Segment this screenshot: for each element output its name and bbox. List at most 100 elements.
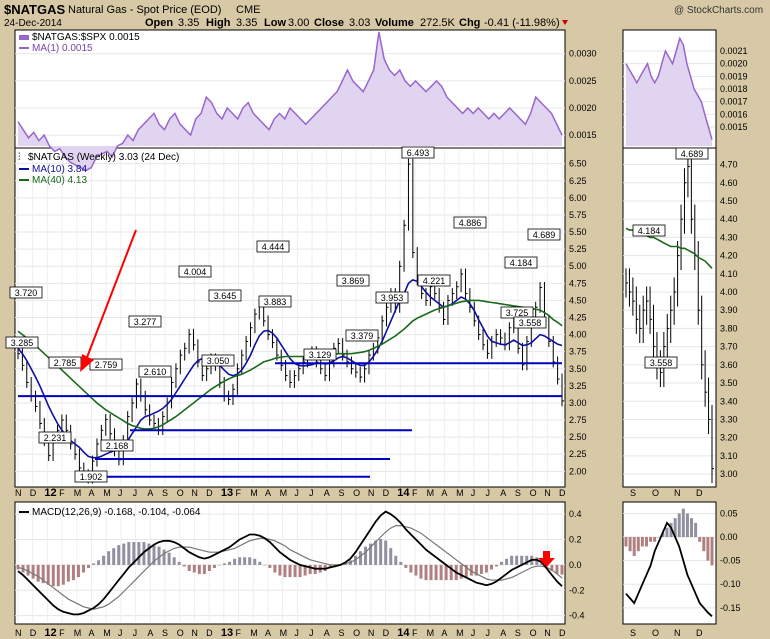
macd-histogram-bar bbox=[253, 558, 257, 565]
close-value: 3.03 bbox=[349, 17, 370, 29]
macd-histogram-bar bbox=[248, 557, 252, 565]
xtick-label-daily: O bbox=[652, 488, 659, 498]
xtick-label: M bbox=[74, 488, 82, 498]
price-daily-ytick-label: 4.30 bbox=[720, 232, 738, 242]
macd-histogram-bar bbox=[217, 564, 221, 566]
xtick-label: A bbox=[500, 628, 506, 638]
open-label: Open bbox=[145, 17, 173, 29]
xtick-label: A bbox=[441, 488, 447, 498]
xtick-label: J bbox=[471, 628, 476, 638]
macd-histogram-bar bbox=[429, 564, 433, 581]
xtick-label: A bbox=[147, 488, 153, 498]
price-annotation-label: 2.231 bbox=[44, 433, 67, 443]
macd-histogram-bar bbox=[187, 564, 191, 571]
ratio-daily-ytick-label: 0.0017 bbox=[720, 97, 748, 107]
macd-histogram-bar-daily bbox=[698, 537, 702, 542]
xtick-label: J bbox=[309, 628, 314, 638]
ratio-weekly-ytick-label: 0.0015 bbox=[569, 130, 597, 140]
xtick-label: S bbox=[515, 628, 521, 638]
price-weekly-ytick-label: 6.50 bbox=[569, 159, 587, 169]
macd-histogram-bar-daily bbox=[649, 537, 653, 542]
xtick-label: N bbox=[15, 628, 22, 638]
macd-histogram-bar bbox=[112, 548, 116, 565]
price-annotation-label: 1.902 bbox=[80, 472, 103, 482]
xtick-label: O bbox=[177, 488, 184, 498]
macd-histogram-bar bbox=[399, 561, 403, 565]
macd-histogram-bar bbox=[273, 564, 277, 573]
chart-name: Natural Gas - Spot Price (EOD) bbox=[68, 4, 221, 16]
xtick-label: F bbox=[59, 628, 65, 638]
macd-histogram-bar-daily bbox=[628, 537, 632, 552]
xtick-label: D bbox=[30, 488, 37, 498]
chg-value: -0.41 (-11.98%) bbox=[484, 17, 560, 29]
price-annotation-label: 3.558 bbox=[519, 318, 542, 328]
chart-symbol: $NATGAS bbox=[4, 2, 65, 17]
price-weekly-ytick-label: 5.50 bbox=[569, 227, 587, 237]
price-weekly-ytick-label: 2.00 bbox=[569, 466, 587, 476]
price-annotation-box-daily bbox=[644, 356, 678, 369]
price-weekly-ytick-label: 3.50 bbox=[569, 364, 587, 374]
macd-histogram-bar bbox=[122, 543, 126, 565]
macd-histogram-bar bbox=[197, 564, 201, 575]
macd-histogram-bar bbox=[555, 564, 559, 575]
price-weekly-ytick-label: 2.50 bbox=[569, 432, 587, 442]
xtick-label: F bbox=[236, 488, 242, 498]
ratio-daily-ytick-label: 0.0020 bbox=[720, 59, 748, 69]
macd-histogram-bar bbox=[505, 558, 509, 565]
ratio-series-weekly bbox=[17, 31, 563, 172]
xtick-label-daily: N bbox=[674, 488, 681, 498]
macd-line-daily bbox=[625, 521, 713, 617]
xtick-label: J bbox=[294, 628, 299, 638]
price-annotation-box-daily bbox=[632, 224, 666, 237]
price-annotation-box bbox=[345, 329, 379, 342]
price-annotation-label: 3.379 bbox=[351, 331, 374, 341]
macd-histogram-bar bbox=[293, 564, 297, 578]
high-value: 3.35 bbox=[236, 17, 257, 29]
price-weekly-ytick-label: 4.25 bbox=[569, 313, 587, 323]
macd-histogram-bar-daily bbox=[636, 537, 640, 552]
xtick-label: S bbox=[162, 488, 168, 498]
ratio-daily-ytick-label: 0.0018 bbox=[720, 84, 748, 94]
xtick-label-daily: D bbox=[696, 628, 703, 638]
xtick-label: M bbox=[427, 628, 435, 638]
macd-histogram-bar bbox=[87, 564, 91, 568]
macd-histogram-bar bbox=[434, 564, 438, 581]
price-weekly-ytick-label: 4.00 bbox=[569, 330, 587, 340]
ratio-legend: $NATGAS:$SPX 0.0015 bbox=[32, 32, 140, 43]
macd-histogram-bar bbox=[525, 555, 529, 565]
price-annotation-label-daily: 4.184 bbox=[638, 226, 661, 236]
price-annotation-label: 4.184 bbox=[510, 258, 533, 268]
price-annotation-label: 3.129 bbox=[309, 350, 332, 360]
xtick-label: A bbox=[324, 628, 330, 638]
macd-histogram-bar bbox=[484, 564, 488, 573]
macd-histogram-bar bbox=[364, 546, 368, 565]
ratio-line bbox=[17, 31, 563, 172]
macd-histogram-bar-daily bbox=[677, 513, 681, 538]
xtick-label: A bbox=[265, 488, 271, 498]
price-annotation-label: 3.883 bbox=[264, 297, 287, 307]
price-annotation-label: 4.689 bbox=[533, 230, 556, 240]
xtick-label: O bbox=[353, 628, 360, 638]
macd-histogram-bar bbox=[424, 564, 428, 581]
chart-exchange: CME bbox=[236, 4, 260, 16]
price-annotation-box bbox=[401, 146, 435, 159]
xtick-label: D bbox=[559, 488, 566, 498]
xtick-label: M bbox=[280, 488, 288, 498]
xtick-label: J bbox=[485, 488, 490, 498]
macd-histogram-bar bbox=[233, 558, 237, 565]
xtick-label: A bbox=[500, 488, 506, 498]
xtick-label: M bbox=[280, 628, 288, 638]
xtick-label: M bbox=[427, 488, 435, 498]
macd-histogram-bar bbox=[258, 561, 262, 565]
ratio-line bbox=[625, 36, 713, 140]
macd-histogram-bar bbox=[298, 564, 302, 578]
high-label: High bbox=[206, 17, 231, 29]
macd-weekly-ytick-label: 0.4 bbox=[569, 509, 582, 519]
macd-histogram-bar-daily bbox=[624, 537, 628, 547]
xtick-label: S bbox=[515, 488, 521, 498]
macd-histogram-bar bbox=[449, 564, 453, 581]
price-legend-icon: ⫶ bbox=[18, 152, 21, 163]
macd-histogram-bar bbox=[278, 564, 282, 576]
macd-histogram-bar bbox=[41, 564, 45, 584]
macd-histogram-bar bbox=[137, 542, 141, 565]
